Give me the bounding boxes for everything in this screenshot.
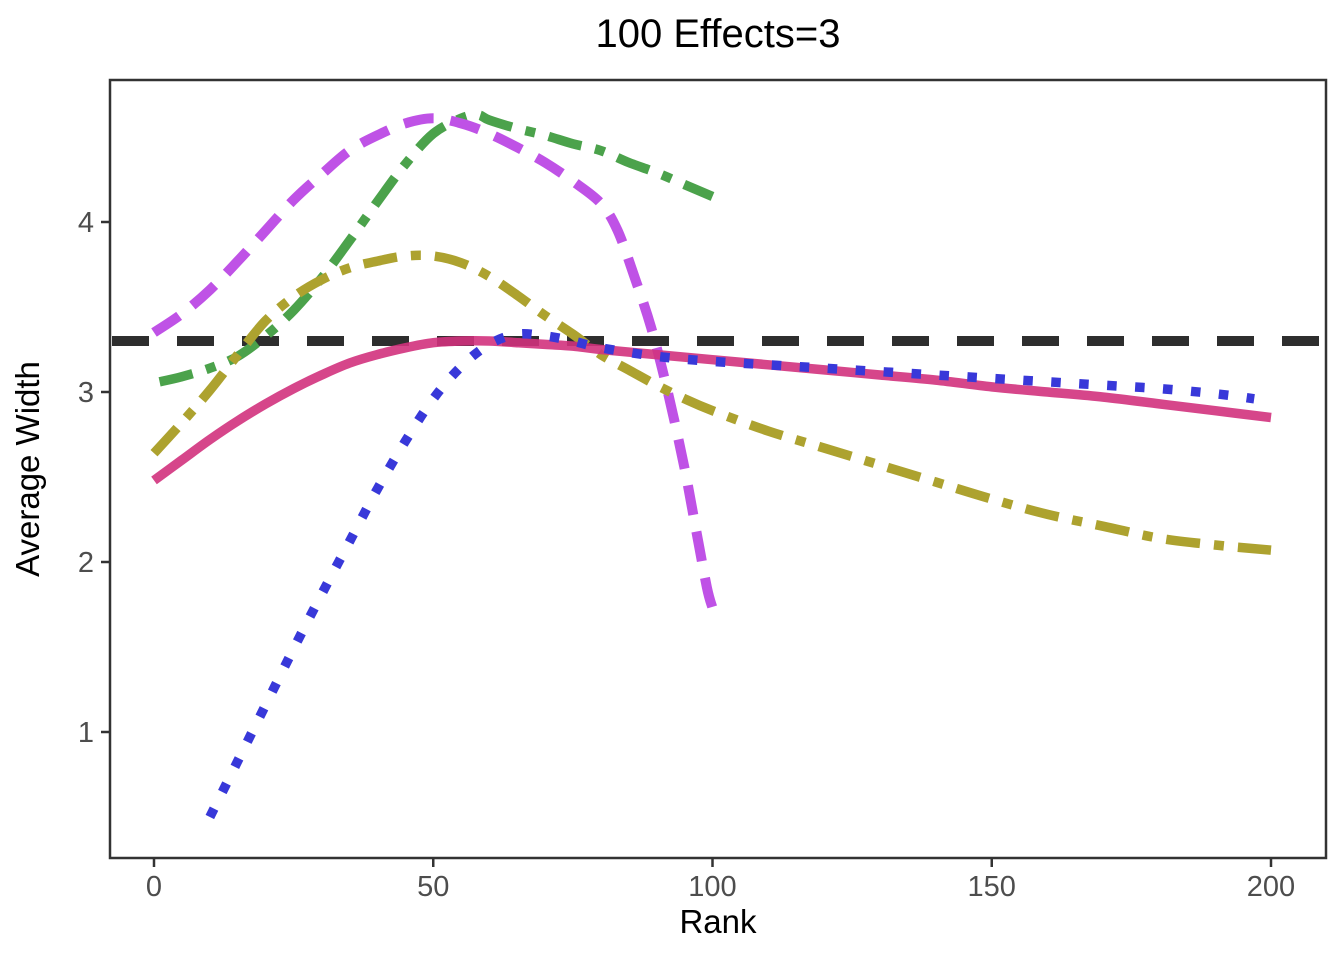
x-axis-title: Rank [679,903,757,940]
series-blue-dotted [205,328,1255,820]
chart-title: 100 Effects=3 [595,12,841,56]
panel-border [108,78,1328,860]
x-tick-label: 150 [968,871,1016,903]
x-tick-label: 100 [688,871,736,903]
y-tick-label: 4 [78,207,94,239]
y-tick-label: 1 [78,717,94,749]
x-tick-label: 200 [1247,871,1295,903]
series-green-dashdot [158,110,715,387]
y-tick-label: 2 [78,547,94,579]
y-tick-label: 3 [78,377,94,409]
series-pink-solid [151,336,1272,485]
series-purple-longdash [151,113,718,610]
x-tick-label: 50 [417,871,449,903]
series-gold-dashdot [150,250,1272,555]
x-tick-label: 0 [146,871,162,903]
